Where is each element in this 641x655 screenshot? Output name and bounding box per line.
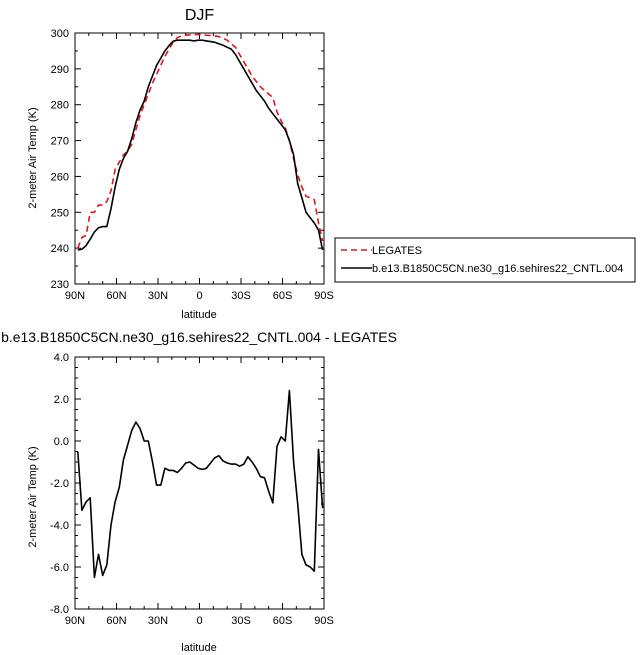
bottom-y-tick-label: 0.0 [54, 436, 69, 448]
top-y-tick-label: 300 [51, 28, 69, 40]
bottom-x-tick-label: 30N [148, 615, 168, 627]
bottom-y-tick-label: -2.0 [50, 478, 69, 490]
top-x-axis-label: latitude [181, 309, 216, 321]
bottom-y-axis-label: 2-meter Air Temp (K) [27, 446, 39, 547]
top-y-tick-label: 240 [51, 243, 69, 255]
top-chart-title: DJF [185, 7, 215, 24]
bottom-y-tick-label: 2.0 [54, 394, 69, 406]
top-plot-area: 90N 60N 30N 0 30S 60S 90S 230 240 250 260 270 280 290… [51, 28, 334, 302]
bottom-x-tick-label: 0 [196, 615, 202, 627]
bottom-plot-area: 90N 60N 30N 0 30S 60S 90S -8.0 -6.0 -4.0 -2.0 0.0 2.… [50, 352, 334, 627]
bottom-y-tick-label: -8.0 [50, 604, 69, 616]
top-x-tick-label: 30N [148, 290, 168, 302]
top-x-tick-label: 90N [65, 290, 85, 302]
legend: LEGATES b.e13.B1850C5CN.ne30_g16.sehires… [334, 237, 636, 283]
legend-label-model: b.e13.B1850C5CN.ne30_g16.sehires22_CNTL.… [372, 263, 623, 275]
bottom-y-tick-label: 4.0 [54, 352, 69, 364]
top-y-tick-label: 290 [51, 64, 69, 76]
top-y-tick-label: 280 [51, 100, 69, 112]
top-x-tick-label: 60S [273, 290, 293, 302]
top-y-tick-label: 250 [51, 207, 69, 219]
top-y-axis-label: 2-meter Air Temp (K) [27, 107, 39, 208]
bottom-x-tick-label: 90S [314, 615, 334, 627]
bottom-y-tick-label: -6.0 [50, 562, 69, 574]
top-x-tick-label: 90S [314, 290, 334, 302]
bottom-chart-title: b.e13.B1850C5CN.ne30_g16.sehires22_CNTL.… [1, 329, 397, 345]
top-plot-frame [74, 32, 325, 285]
bottom-series-line-0 [77, 389, 324, 579]
bottom-x-tick-label: 60N [106, 615, 126, 627]
bottom-x-tick-label: 30S [231, 615, 251, 627]
top-series-line-1 [77, 39, 324, 251]
top-y-tick-label: 260 [51, 171, 69, 183]
top-y-tick-label: 230 [51, 279, 69, 291]
top-series-line-0 [77, 33, 324, 249]
bottom-panel: b.e13.B1850C5CN.ne30_g16.sehires22_CNTL.… [1, 329, 397, 654]
top-panel: DJF 2-meter Air Temp (K) 90N 60N 30N 0 30S 60… [27, 7, 636, 302]
bottom-x-tick-label: 60S [273, 615, 293, 627]
top-x-tick-label: 30S [231, 290, 251, 302]
bottom-x-axis-label: latitude [181, 642, 216, 654]
legend-label-legates: LEGATES [372, 245, 422, 257]
top-x-tick-label: 0 [196, 290, 202, 302]
top-y-tick-label: 270 [51, 136, 69, 148]
bottom-plot-frame [74, 356, 325, 610]
bottom-x-tick-label: 90N [65, 615, 85, 627]
legend-box [334, 237, 636, 283]
top-x-tick-label: 60N [106, 290, 126, 302]
bottom-y-tick-label: -4.0 [50, 520, 69, 532]
